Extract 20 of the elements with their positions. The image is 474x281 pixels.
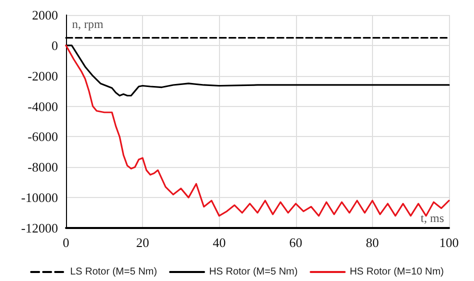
legend-label: LS Rotor (M=5 Nm): [70, 266, 158, 278]
y-tick-label: 2000: [32, 8, 58, 22]
x-tick-label: 40: [212, 235, 226, 250]
annotation: t, ms: [420, 211, 444, 225]
x-tick-label: 20: [136, 235, 150, 250]
x-tick-label: 80: [366, 235, 379, 250]
y-tick-label: -10000: [21, 190, 58, 206]
y-tick-label: -12000: [21, 220, 58, 236]
x-tick-label: 100: [439, 235, 459, 250]
y-tick-label: -6000: [28, 129, 58, 144]
line-series: [65, 44, 450, 217]
legend-label: HS Rotor (M=5 Nm): [209, 266, 298, 278]
y-tick-label: -4000: [28, 98, 58, 114]
legend-label: HS Rotor (M=10 Nm): [350, 266, 444, 278]
y-tick-label: -8000: [28, 160, 58, 175]
y-tick-label: 0: [52, 38, 58, 53]
x-tick-label: 0: [62, 235, 70, 250]
x-tick-label: 60: [289, 235, 302, 250]
annotation: n, rpm: [72, 17, 104, 31]
y-tick-label: -2000: [28, 68, 58, 84]
